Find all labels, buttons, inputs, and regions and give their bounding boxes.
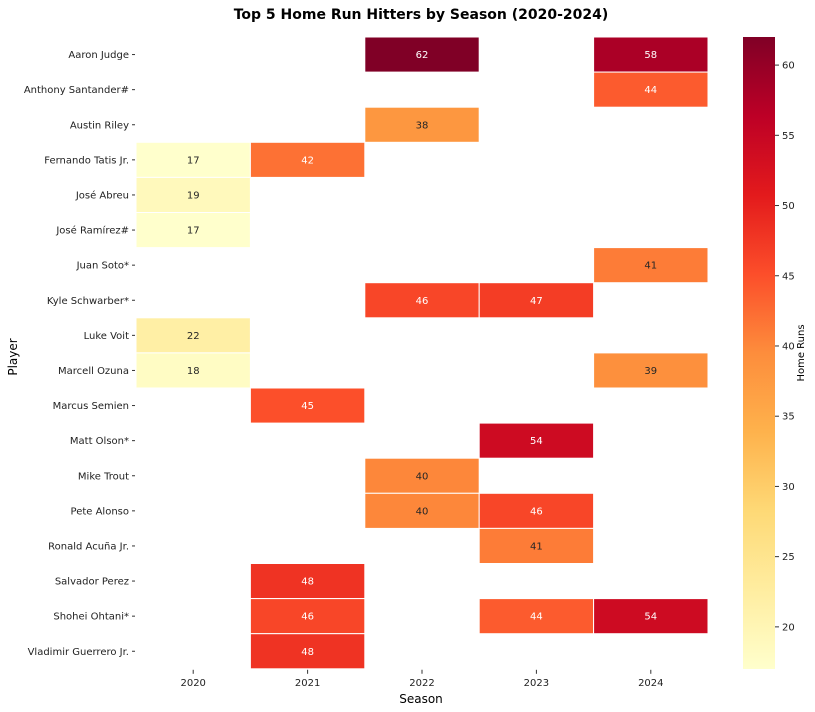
y-tick-label: Marcus Semien: [53, 401, 129, 412]
heatmap-cell: [364, 106, 480, 143]
cell-value-label: 48: [301, 577, 314, 588]
cell-value-label: 46: [301, 612, 314, 623]
heatmap-cell: [593, 352, 709, 389]
heatmap-cell: [478, 422, 595, 459]
x-tick-label: 2023: [524, 678, 549, 689]
heatmap-cell: [135, 352, 251, 389]
heatmap-cell: [249, 598, 366, 635]
cell-value-label: 22: [187, 331, 200, 342]
cell-value-label: 58: [644, 50, 657, 61]
x-tick-label: 2020: [180, 678, 205, 689]
cell-value-label: 39: [644, 366, 657, 377]
heatmap-cell: [249, 387, 366, 424]
cell-value-label: 54: [530, 436, 543, 447]
colorbar-tick-label: 30: [782, 482, 795, 493]
heatmap-cell: [593, 71, 709, 108]
heatmap-cell: [478, 598, 595, 635]
cell-value-label: 47: [530, 296, 543, 307]
y-tick-label: Marcell Ozuna: [58, 366, 129, 377]
heatmap-cell: [249, 141, 366, 178]
heatmap-cell: [593, 247, 709, 284]
colorbar-ticks: 20 25 30 35 40 45 50 55 60: [775, 61, 795, 633]
cell-value-label: 48: [301, 647, 314, 658]
cell-value-label: 42: [301, 155, 314, 166]
y-tick-label: José Abreu: [75, 189, 129, 201]
heatmap-cell: [135, 317, 251, 354]
cell-value-label: 18: [187, 366, 200, 377]
y-tick-label: Salvador Perez: [55, 577, 129, 588]
cell-value-label: 62: [416, 50, 429, 61]
y-tick-label: Kyle Schwarber*: [47, 296, 129, 307]
y-tick-label: Anthony Santander#: [24, 85, 129, 96]
x-tick-label: 2021: [295, 678, 320, 689]
colorbar-tick-label: 35: [782, 412, 795, 423]
chart-title: Top 5 Home Run Hitters by Season (2020-2…: [234, 7, 609, 23]
cell-value-label: 45: [301, 401, 314, 412]
y-tick-label: Aaron Judge: [68, 50, 129, 61]
colorbar-tick-label: 45: [782, 271, 795, 282]
cell-value-label: 54: [644, 612, 657, 623]
heatmap-cell: [135, 212, 251, 249]
cell-value-label: 46: [416, 296, 429, 307]
x-tick-label: 2024: [638, 678, 663, 689]
cell-value-label: 17: [187, 226, 200, 237]
y-tick-label: Austin Riley: [70, 120, 129, 131]
cell-value-label: 44: [644, 85, 657, 96]
colorbar-tick-label: 40: [782, 341, 795, 352]
y-tick-label: Mike Trout: [78, 471, 129, 482]
colorbar-tick-label: 20: [782, 622, 795, 633]
heatmap-cell: [478, 527, 595, 565]
heatmap-cell: [593, 598, 709, 635]
y-tick-label: Matt Olson*: [70, 436, 129, 447]
y-tick-label: José Ramírez#: [55, 225, 129, 237]
y-tick-label: Luke Voit: [84, 331, 129, 342]
y-tick-label: Ronald Acuña Jr.: [48, 541, 129, 552]
heatmap-cell: [593, 36, 709, 73]
heatmap-cell: [249, 633, 366, 670]
colorbar: [743, 37, 775, 669]
colorbar-tick-label: 55: [782, 131, 795, 142]
heatmap-cell: [364, 282, 480, 319]
y-tick-label: Shohei Ohtani*: [53, 612, 129, 623]
heatmap-cell: [364, 36, 480, 73]
cell-value-label: 40: [416, 471, 429, 482]
y-tick-label: Fernando Tatis Jr.: [44, 155, 129, 166]
heatmap-cell: [249, 563, 366, 600]
cell-value-label: 38: [416, 120, 429, 131]
y-tick-label: Juan Soto*: [76, 261, 129, 272]
heatmap-cell: [478, 492, 595, 529]
colorbar-label: Home Runs: [796, 324, 807, 381]
cell-value-label: 19: [187, 190, 200, 201]
y-axis-label: Player: [6, 338, 20, 375]
cell-value-label: 41: [530, 541, 543, 552]
cell-value-label: 44: [530, 612, 543, 623]
cell-value-label: 40: [416, 506, 429, 517]
cell-value-label: 46: [530, 506, 543, 517]
colorbar-tick-label: 60: [782, 61, 795, 72]
heatmap-cells: 62 58 44 38 17 42 19 17 41 46 47 22 18 39 45 54 40 40 46 41…: [135, 36, 709, 670]
heatmap-cell: [478, 282, 595, 319]
y-tick-label: Pete Alonso: [71, 506, 129, 517]
colorbar-tick-label: 50: [782, 201, 795, 212]
heatmap-cell: [364, 457, 480, 494]
cell-value-label: 41: [644, 261, 657, 272]
x-axis-label: Season: [399, 692, 443, 706]
y-tick-labels: Aaron Judge Anthony Santander# Austin Rile…: [24, 50, 135, 658]
y-tick-label: Vladimir Guerrero Jr.: [28, 647, 129, 658]
colorbar-tick-label: 25: [782, 552, 795, 563]
cell-value-label: 17: [187, 155, 200, 166]
heatmap-cell: [364, 492, 480, 529]
x-tick-label: 2022: [409, 678, 434, 689]
x-tick-labels: 2020 2021 2022 2023 2024: [180, 669, 664, 689]
